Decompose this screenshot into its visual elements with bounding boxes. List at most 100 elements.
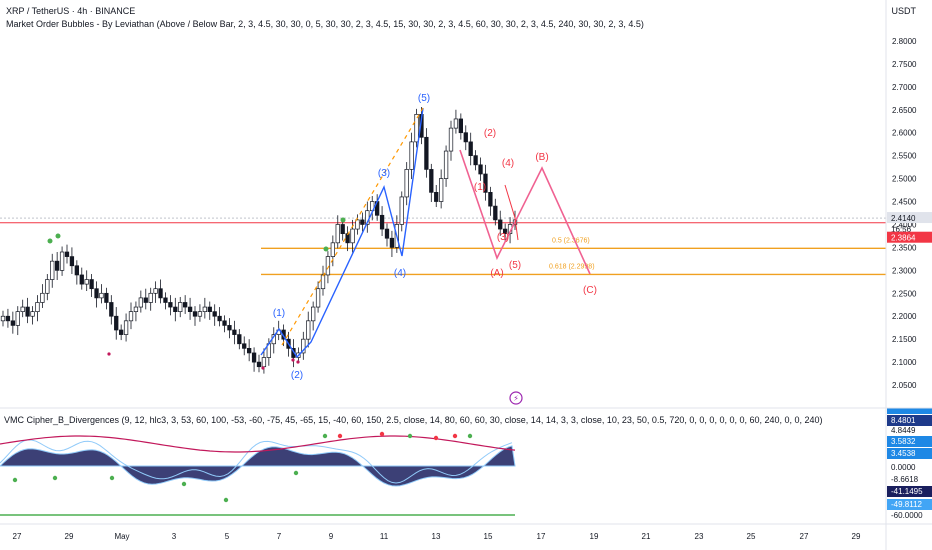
candle-body xyxy=(453,118,459,129)
candle xyxy=(414,108,419,148)
osc-signal-dot xyxy=(433,435,439,441)
candle-body xyxy=(207,306,212,312)
candle xyxy=(133,301,139,322)
x-tick-label: 3 xyxy=(172,532,177,541)
fib-level-label: 0.618 (2.2998) xyxy=(549,263,595,270)
candle-body xyxy=(202,306,207,312)
y-tick-label: 2.6500 xyxy=(892,106,917,115)
osc-signal-dot xyxy=(322,433,328,439)
osc-signal-dot xyxy=(52,475,58,481)
sub-wave-label: (3) xyxy=(497,232,509,243)
x-tick-label: 15 xyxy=(484,532,493,541)
candle xyxy=(207,301,212,320)
candle xyxy=(453,109,459,134)
last-price-text: 2.4140 xyxy=(891,214,916,223)
osc-mfi-line xyxy=(0,435,516,453)
candle xyxy=(242,336,247,356)
candle xyxy=(232,320,237,345)
candle-body xyxy=(424,136,429,170)
candle-body xyxy=(434,192,439,202)
candle xyxy=(109,295,114,325)
buy-bubble xyxy=(323,246,329,252)
sell-bubble xyxy=(261,366,265,370)
candle xyxy=(434,185,439,208)
osc-top-badge xyxy=(887,408,932,414)
candle-body xyxy=(143,297,148,303)
osc-signal-dot xyxy=(223,497,229,503)
x-tick-label: 23 xyxy=(695,532,704,541)
candle-body xyxy=(197,311,203,317)
candle-body xyxy=(251,352,257,363)
candle xyxy=(202,297,207,319)
x-tick-label: 13 xyxy=(432,532,441,541)
candle-body xyxy=(173,306,178,312)
impulse-wave-label: (5) xyxy=(418,93,430,104)
osc-scale-label: 3.4538 xyxy=(891,449,916,458)
red-line-badge xyxy=(887,231,932,243)
candle xyxy=(409,132,414,180)
candle-body xyxy=(64,251,70,257)
candle-body xyxy=(350,228,355,244)
osc-signal-dot xyxy=(407,433,413,439)
impulse-wave-label: (3) xyxy=(378,168,390,179)
candle-body xyxy=(183,302,188,308)
candle xyxy=(64,244,70,264)
candle xyxy=(45,274,50,301)
candle-body xyxy=(439,178,444,202)
candle-body xyxy=(119,329,124,335)
candle-body xyxy=(79,274,84,285)
y-tick-label: 2.6000 xyxy=(892,129,917,138)
correction-wave-path xyxy=(459,149,591,275)
y-tick-label: 2.2500 xyxy=(892,289,917,298)
candle-body xyxy=(232,329,237,335)
candle xyxy=(173,297,178,322)
y-tick-label: 2.3000 xyxy=(892,266,917,275)
osc-signal-dot xyxy=(109,475,115,481)
alert-icon xyxy=(509,391,523,405)
candle-body xyxy=(15,311,20,326)
last-price-badge xyxy=(887,212,932,224)
candle xyxy=(143,288,148,310)
candle xyxy=(40,284,45,308)
osc-signal-dot xyxy=(293,470,299,476)
candle xyxy=(183,295,188,314)
candle-body xyxy=(448,127,454,152)
candle xyxy=(384,223,390,247)
candle-body xyxy=(10,320,15,326)
x-tick-label: 9 xyxy=(329,532,334,541)
osc-wave-line xyxy=(0,439,513,484)
candle xyxy=(84,270,89,291)
candle xyxy=(379,206,385,236)
candle-body xyxy=(5,315,11,322)
candle-body xyxy=(212,311,217,317)
y-tick-label: 2.1000 xyxy=(892,358,917,367)
candle xyxy=(187,297,193,320)
correction-wave-label: (A) xyxy=(490,268,503,279)
candle-body xyxy=(389,237,395,248)
candle xyxy=(217,307,222,327)
candle xyxy=(468,132,473,166)
osc-scale-badge xyxy=(887,448,932,459)
sub-wave-path xyxy=(504,184,519,241)
candle xyxy=(458,113,463,140)
candle-body xyxy=(414,114,419,143)
candle-body xyxy=(311,306,316,322)
osc-signal-dot xyxy=(337,433,343,439)
candle-body xyxy=(123,320,129,335)
candle xyxy=(306,311,311,348)
candle-body xyxy=(488,192,493,207)
candle xyxy=(119,324,124,341)
candle xyxy=(443,145,449,187)
sell-bubble xyxy=(107,352,111,356)
candle-body xyxy=(69,256,75,267)
candle xyxy=(178,296,183,318)
currency-label[interactable]: USDT xyxy=(891,6,917,16)
sell-bubble xyxy=(291,358,295,362)
candle-body xyxy=(360,219,365,225)
y-tick-label: 2.4000 xyxy=(892,220,917,229)
candle xyxy=(55,252,60,280)
candle xyxy=(424,128,429,178)
lightning-icon: ⚡ xyxy=(513,394,519,403)
candle-body xyxy=(340,224,345,234)
